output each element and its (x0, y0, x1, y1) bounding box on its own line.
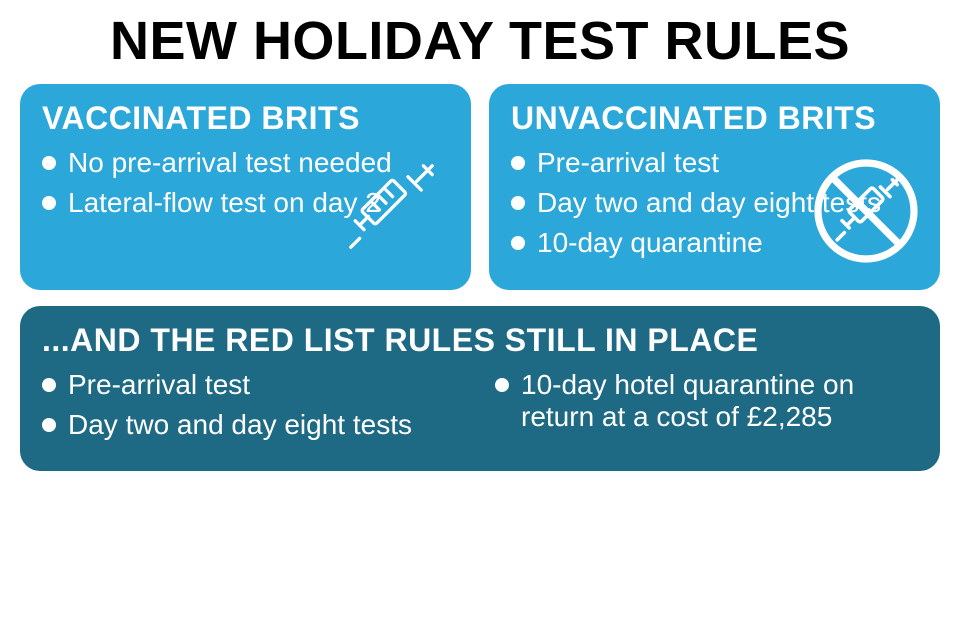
bullet-text: Pre-arrival test (68, 369, 250, 401)
redlist-left-col: Pre-arrival test Day two and day eight t… (42, 369, 465, 449)
bullet-icon (42, 156, 56, 170)
bullet-text: Pre-arrival test (537, 147, 719, 179)
bullet-text: 10-day hotel quarantine on return at a c… (521, 369, 918, 433)
no-syringe-icon (806, 151, 926, 276)
bullet-icon (42, 378, 56, 392)
vaccinated-card: VACCINATED BRITS No pre-arrival test nee… (20, 84, 471, 290)
main-title: NEW HOLIDAY TEST RULES (20, 10, 940, 72)
vaccinated-title: VACCINATED BRITS (42, 100, 449, 137)
redlist-right-col: 10-day hotel quarantine on return at a c… (495, 369, 918, 449)
syringe-icon (331, 157, 441, 272)
bullet-icon (511, 196, 525, 210)
unvaccinated-title: UNVACCINATED BRITS (511, 100, 918, 137)
bullet-text: 10-day quarantine (537, 227, 763, 259)
top-row: VACCINATED BRITS No pre-arrival test nee… (20, 84, 940, 290)
bullet-icon (511, 236, 525, 250)
redlist-right-list: 10-day hotel quarantine on return at a c… (495, 369, 918, 433)
infographic-container: NEW HOLIDAY TEST RULES VACCINATED BRITS … (0, 0, 960, 640)
redlist-left-list: Pre-arrival test Day two and day eight t… (42, 369, 465, 441)
list-item: 10-day hotel quarantine on return at a c… (495, 369, 918, 433)
bullet-text: Day two and day eight tests (68, 409, 412, 441)
bullet-icon (42, 196, 56, 210)
list-item: Pre-arrival test (42, 369, 465, 401)
unvaccinated-card: UNVACCINATED BRITS Pre-arrival test Day … (489, 84, 940, 290)
redlist-columns: Pre-arrival test Day two and day eight t… (42, 369, 918, 449)
bullet-icon (42, 418, 56, 432)
bullet-icon (495, 378, 509, 392)
bullet-icon (511, 156, 525, 170)
redlist-card: ...AND THE RED LIST RULES STILL IN PLACE… (20, 306, 940, 471)
list-item: Day two and day eight tests (42, 409, 465, 441)
redlist-title: ...AND THE RED LIST RULES STILL IN PLACE (42, 322, 918, 359)
